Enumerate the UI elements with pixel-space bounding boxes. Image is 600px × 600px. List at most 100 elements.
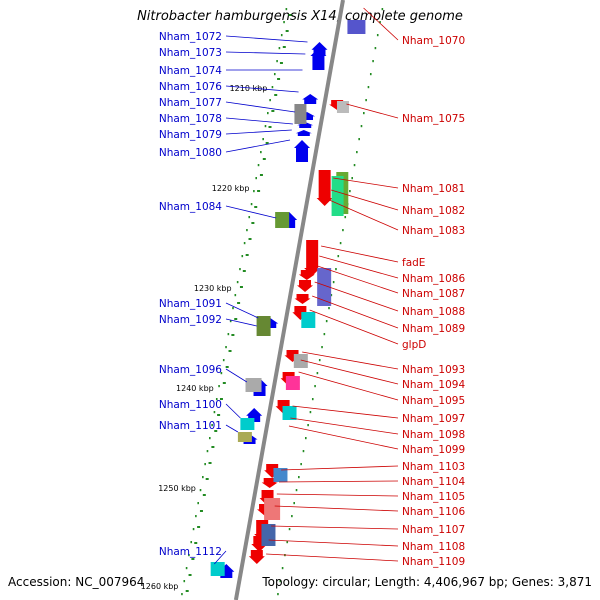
gene-arrow-forward xyxy=(297,122,314,128)
scale-tick-mark xyxy=(211,446,215,448)
track-dot xyxy=(277,593,279,596)
track-dot xyxy=(281,567,284,570)
label-leader-line xyxy=(268,539,399,547)
track-dot xyxy=(314,385,316,388)
gene-label-left: Nham_1072 xyxy=(159,31,222,43)
gene-label-right: Nham_1094 xyxy=(402,379,465,391)
gene-arrow-forward xyxy=(295,130,312,136)
track-dot xyxy=(300,463,302,466)
label-leader-line xyxy=(271,525,399,530)
track-dot xyxy=(220,372,223,375)
scale-tick-mark xyxy=(199,510,203,512)
label-leader-line xyxy=(298,371,399,401)
accession-label: Accession: NC_007964 xyxy=(8,575,145,589)
gene-feature-box xyxy=(317,268,332,306)
gene-label-right: Nham_1088 xyxy=(402,306,465,318)
track-dot xyxy=(295,489,298,492)
scale-tick-mark xyxy=(265,142,269,144)
track-dot xyxy=(353,164,356,167)
scale-tick-mark xyxy=(225,366,229,368)
track-dot xyxy=(279,580,282,583)
gene-arrow-reverse xyxy=(297,280,314,292)
label-leader-line xyxy=(266,553,399,562)
gene-label-right: Nham_1081 xyxy=(402,183,465,195)
scale-tick-mark xyxy=(208,462,212,464)
label-leader-line xyxy=(225,318,257,327)
gene-label-right: Nham_1075 xyxy=(402,113,465,125)
gene-feature-box xyxy=(285,376,300,390)
gene-feature-box xyxy=(331,176,344,216)
track-dot xyxy=(227,333,230,336)
gene-label-left: Nham_1101 xyxy=(159,420,222,432)
track-dot xyxy=(199,489,202,492)
track-dot xyxy=(369,73,372,76)
scale-tick-mark xyxy=(234,318,238,320)
scale-label: 1230 kbp xyxy=(194,284,232,293)
label-leader-line xyxy=(225,205,277,219)
track-dot xyxy=(285,8,288,11)
label-leader-line xyxy=(329,199,399,231)
label-leader-line xyxy=(319,255,399,279)
track-dot xyxy=(271,86,274,89)
track-dot xyxy=(260,151,262,154)
track-dot xyxy=(311,398,314,401)
gene-feature-box xyxy=(273,468,288,482)
label-leader-line xyxy=(274,505,399,512)
scale-tick-mark xyxy=(185,590,189,592)
track-dot xyxy=(367,86,370,89)
scale-label: 1220 kbp xyxy=(212,184,250,193)
scale-tick-mark xyxy=(231,334,235,336)
track-dot xyxy=(360,125,363,128)
gene-label-right: fadE xyxy=(402,257,425,269)
track-dot xyxy=(372,60,374,63)
label-leader-line xyxy=(225,117,293,125)
label-leader-line xyxy=(225,403,241,419)
gene-label-left: Nham_1076 xyxy=(159,81,222,93)
track-dot xyxy=(181,593,183,596)
scale-tick-mark xyxy=(202,494,206,496)
track-dot xyxy=(241,255,244,258)
gene-label-right: Nham_1105 xyxy=(402,491,465,503)
track-dot xyxy=(280,34,283,37)
gene-feature-box xyxy=(237,432,252,442)
scale-tick-mark xyxy=(214,430,218,432)
track-dot xyxy=(376,34,379,37)
track-dot xyxy=(291,515,293,518)
gene-label-right: Nham_1097 xyxy=(402,413,465,425)
gene-label-left: Nham_1079 xyxy=(159,129,222,141)
gene-label-right: Nham_1082 xyxy=(402,205,465,217)
scale-tick-mark xyxy=(251,222,255,224)
track-dot xyxy=(192,528,195,531)
label-leader-line xyxy=(225,129,292,135)
gene-feature-box xyxy=(256,316,271,336)
track-dot xyxy=(298,476,300,479)
label-leader-line xyxy=(214,550,227,565)
gene-arrow-reverse xyxy=(304,240,321,276)
track-dot xyxy=(234,294,237,297)
label-leader-line xyxy=(281,465,399,471)
gene-feature-box xyxy=(264,498,281,520)
label-leader-line xyxy=(225,51,306,55)
scale-tick-mark xyxy=(219,398,223,400)
label-leader-line xyxy=(225,101,296,113)
gene-label-right: Nham_1083 xyxy=(402,225,465,237)
genome-summary: Topology: circular; Length: 4,406,967 bp… xyxy=(262,575,592,589)
gene-label-right: Nham_1087 xyxy=(402,288,465,300)
track-dot xyxy=(208,437,211,440)
gene-arrow-reverse xyxy=(284,350,301,362)
scale-label: 1240 kbp xyxy=(176,384,214,393)
track-dot xyxy=(363,112,365,115)
track-dot xyxy=(365,99,367,102)
label-leader-line xyxy=(317,265,399,294)
label-leader-line xyxy=(225,302,259,319)
track-dot xyxy=(269,99,271,102)
gene-label-left: Nham_1096 xyxy=(159,364,222,376)
gene-label-left: Nham_1084 xyxy=(159,201,222,213)
scale-tick-mark xyxy=(259,174,263,176)
track-dot xyxy=(276,60,278,63)
scale-tick-mark xyxy=(282,46,286,48)
scale-tick-mark xyxy=(274,94,278,96)
map-title: Nitrobacter hamburgensis X14, complete g… xyxy=(137,9,463,24)
track-dot xyxy=(328,307,330,310)
label-leader-line xyxy=(225,85,299,93)
